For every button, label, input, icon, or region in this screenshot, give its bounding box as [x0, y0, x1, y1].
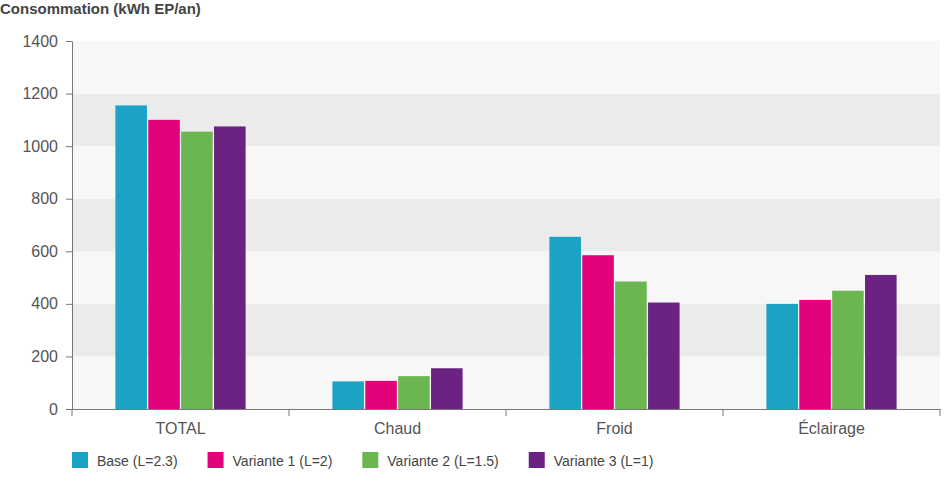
legend-swatch — [208, 452, 224, 468]
plot: 0 200 400 600 800 1000 1200 1400 TOTAL Chaud Froid… — [22, 33, 940, 438]
bar — [332, 381, 364, 409]
x-tick: Éclairage — [798, 409, 865, 437]
x-tick-label: TOTAL — [155, 420, 205, 437]
bar — [766, 304, 798, 409]
y-tick-label: 0 — [49, 401, 58, 418]
bar — [832, 291, 864, 409]
y-tick: 0 — [49, 401, 72, 418]
legend-item: Base (L=2.3) — [72, 452, 178, 469]
legend-label: Variante 2 (L=1.5) — [387, 453, 498, 469]
category-separator — [506, 409, 507, 416]
bars — [115, 105, 896, 409]
bar — [115, 105, 147, 409]
y-axis: 0 200 400 600 800 1000 1200 1400 — [22, 33, 72, 418]
x-tick-label: Froid — [596, 420, 632, 437]
x-tick: TOTAL — [155, 409, 205, 437]
y-tick-mark — [66, 304, 72, 305]
y-tick-mark — [66, 251, 72, 252]
bar — [398, 376, 430, 409]
category-separator — [72, 409, 73, 416]
y-axis-line — [72, 42, 73, 410]
y-tick-mark — [66, 41, 72, 42]
bar — [865, 275, 897, 409]
title: Consommation (kWh EP/an) — [0, 0, 201, 17]
y-tick: 400 — [31, 295, 72, 312]
y-tick-mark — [66, 409, 72, 410]
legend-label: Variante 1 (L=2) — [233, 453, 333, 469]
y-tick-mark — [66, 146, 72, 147]
bar — [148, 120, 180, 409]
bar — [582, 255, 614, 409]
y-tick-label: 1200 — [22, 85, 58, 102]
y-tick-mark — [66, 356, 72, 357]
series — [181, 132, 864, 409]
bar — [214, 126, 246, 409]
y-tick-mark — [66, 94, 72, 95]
legend: Base (L=2.3) Variante 1 (L=2) Variante 2 (… — [72, 452, 653, 469]
category-separators — [72, 409, 940, 416]
bar — [615, 282, 647, 409]
legend-item: Variante 3 (L=1) — [529, 452, 654, 469]
legend-swatch — [72, 452, 88, 468]
legend-swatch — [529, 452, 545, 468]
x-axis: TOTAL Chaud Froid Éclairage — [73, 409, 941, 437]
y-tick-label: 800 — [31, 190, 58, 207]
legend-item: Variante 1 (L=2) — [208, 452, 333, 469]
bar — [431, 368, 463, 409]
x-tick-label: Chaud — [374, 420, 421, 437]
legend-label: Variante 3 (L=1) — [554, 453, 654, 469]
y-tick: 800 — [31, 190, 72, 207]
y-tick: 600 — [31, 243, 72, 260]
y-tick-label: 200 — [31, 348, 58, 365]
y-tick: 200 — [31, 348, 72, 365]
x-tick-label: Éclairage — [798, 419, 865, 437]
x-tick: Chaud — [374, 409, 421, 437]
x-tick: Froid — [596, 409, 632, 437]
series — [148, 120, 831, 409]
series — [214, 126, 897, 409]
bar — [365, 381, 397, 409]
legend-item: Variante 2 (L=1.5) — [362, 452, 498, 469]
grid — [72, 41, 940, 409]
bar — [648, 303, 680, 409]
bar — [549, 237, 581, 409]
bar — [799, 300, 831, 409]
y-tick-label: 600 — [31, 243, 58, 260]
category-separator — [723, 409, 724, 416]
legend-swatch — [362, 452, 378, 468]
bar — [181, 132, 213, 409]
series — [115, 105, 798, 409]
y-tick-label: 400 — [31, 295, 58, 312]
category-separator — [940, 409, 941, 416]
y-tick: 1400 — [22, 33, 72, 50]
category-separator — [289, 409, 290, 416]
y-tick-label: 1400 — [22, 33, 58, 50]
chart: 0 200 400 600 800 1000 1200 1400 TOTAL Chaud Froid… — [0, 0, 946, 480]
y-tick: 1200 — [22, 85, 72, 102]
legend-label: Base (L=2.3) — [97, 453, 178, 469]
y-tick: 1000 — [22, 138, 72, 155]
y-tick-label: 1000 — [22, 138, 58, 155]
grid-band — [72, 41, 940, 94]
y-tick-mark — [66, 199, 72, 200]
